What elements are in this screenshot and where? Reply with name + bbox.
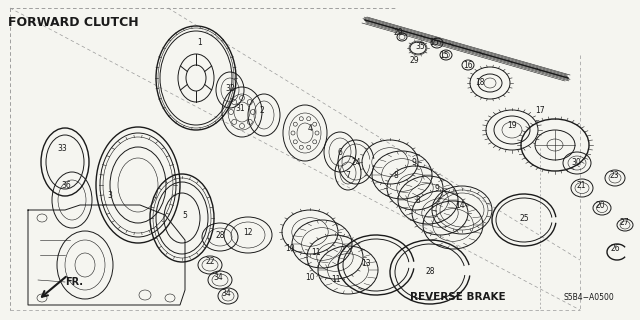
Text: 30: 30 [571,157,581,166]
Text: 16: 16 [463,60,473,69]
Text: 36: 36 [61,180,71,189]
Text: 7: 7 [346,171,351,180]
Text: 21: 21 [576,180,586,189]
Text: 17: 17 [535,106,545,115]
Text: 29: 29 [409,55,419,65]
Text: FORWARD CLUTCH: FORWARD CLUTCH [8,16,139,29]
Text: 22: 22 [205,258,215,267]
Text: 9: 9 [412,157,417,166]
Text: FR.: FR. [65,277,83,287]
Text: 12: 12 [243,228,253,236]
Text: 13: 13 [361,259,371,268]
Text: 20: 20 [595,201,605,210]
Text: 27: 27 [619,218,629,227]
Text: 15: 15 [429,37,439,46]
Text: 34: 34 [221,290,231,299]
Text: 5: 5 [182,211,188,220]
Text: 9: 9 [435,183,440,193]
Text: 18: 18 [476,77,484,86]
Text: 33: 33 [57,143,67,153]
Text: 15: 15 [439,51,449,60]
Text: 11: 11 [332,276,340,284]
Text: 8: 8 [415,196,420,204]
Text: 4: 4 [308,124,312,132]
Text: 28: 28 [215,230,225,239]
Text: 28: 28 [425,268,435,276]
Text: 24: 24 [351,157,361,166]
Text: 19: 19 [507,121,517,130]
Text: 6: 6 [337,148,342,156]
Text: 2: 2 [260,106,264,115]
Text: 34: 34 [213,274,223,283]
Text: S5B4−A0500: S5B4−A0500 [563,293,614,302]
Text: REVERSE BRAKE: REVERSE BRAKE [410,292,506,302]
Text: 23: 23 [609,171,619,180]
Text: 35: 35 [415,42,425,51]
Text: 26: 26 [610,244,620,252]
Text: 1: 1 [198,37,202,46]
Text: 10: 10 [305,274,315,283]
Text: 31: 31 [235,103,245,113]
Text: 32: 32 [225,84,235,92]
Text: 11: 11 [311,247,321,257]
Text: 10: 10 [285,244,295,252]
Text: 3: 3 [108,190,113,199]
Text: 14: 14 [455,201,465,210]
Text: 25: 25 [519,213,529,222]
Text: 29: 29 [393,28,403,36]
Text: 8: 8 [394,171,398,180]
